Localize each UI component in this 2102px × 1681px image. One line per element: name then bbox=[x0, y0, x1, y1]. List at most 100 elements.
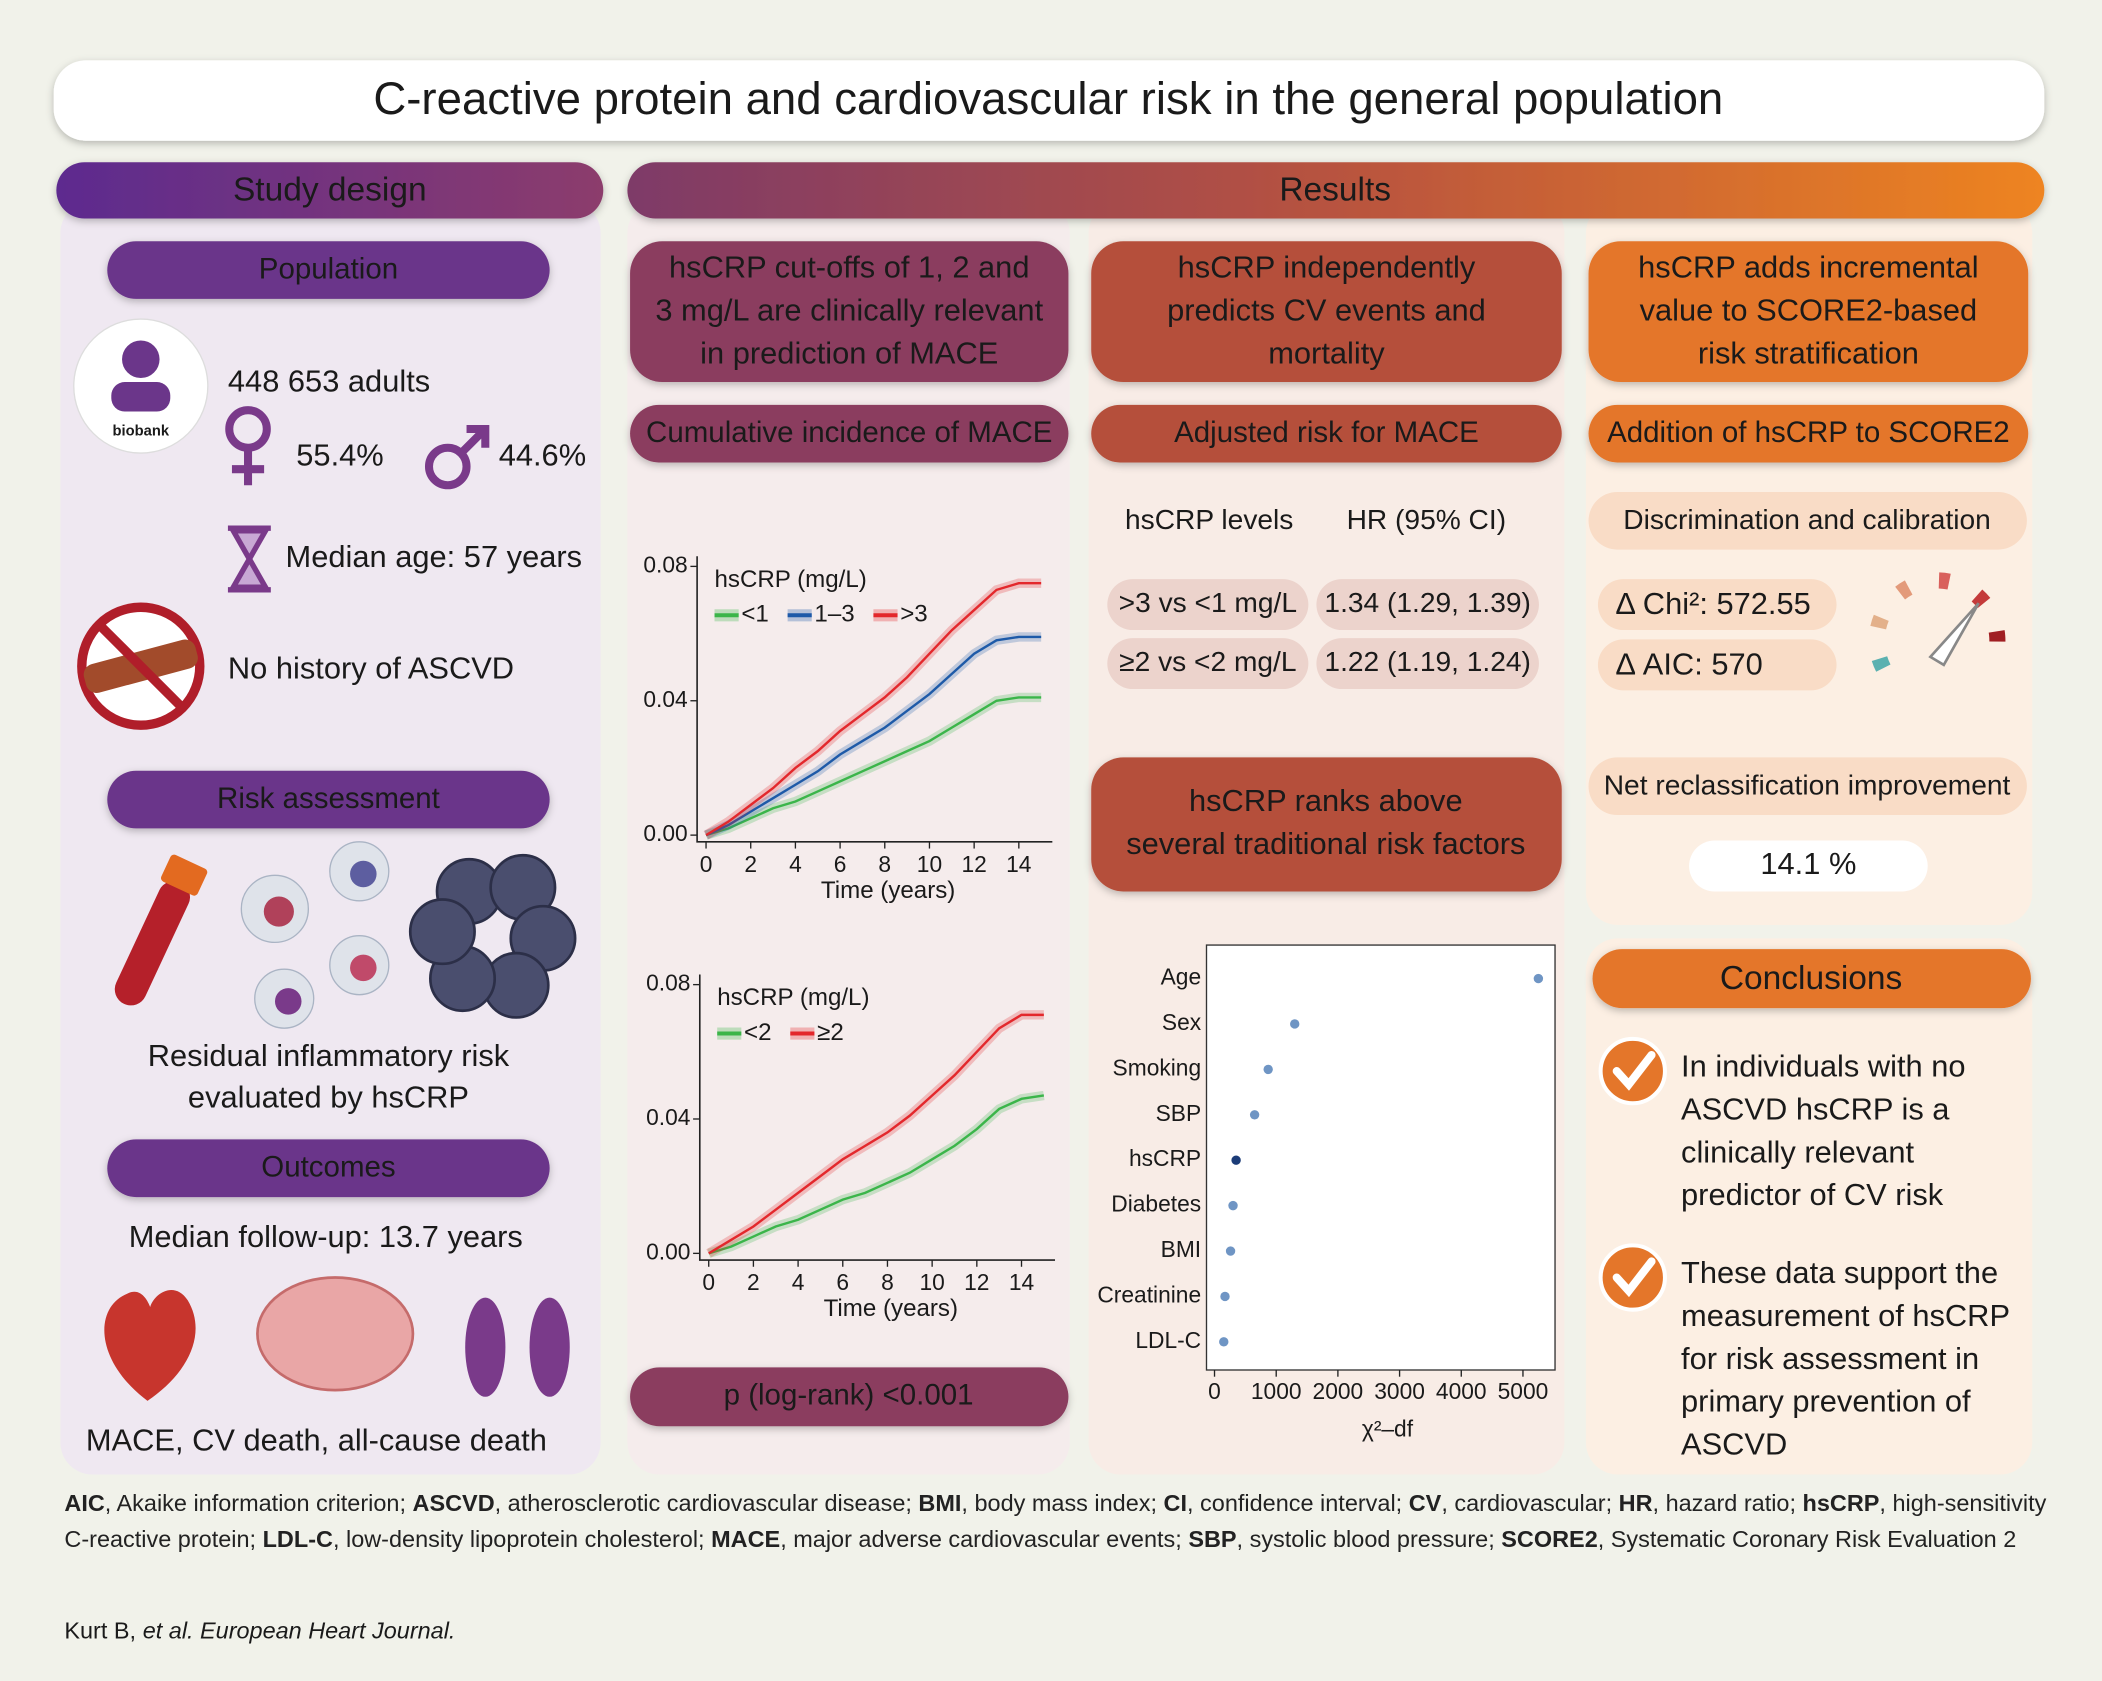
table-cell-text: 1.34 (1.29, 1.39) bbox=[1324, 587, 1531, 618]
brain-icon bbox=[256, 1276, 415, 1392]
conclusion-text: predictor of CV risk bbox=[1681, 1177, 1944, 1212]
gauge-segment bbox=[1971, 589, 1991, 609]
dot bbox=[1290, 1019, 1300, 1029]
ranks-text: several traditional risk factors bbox=[1126, 826, 1525, 861]
x-tick-label: 1000 bbox=[1251, 1378, 1302, 1404]
finding-text: hsCRP cut-offs of 1, 2 and bbox=[669, 250, 1029, 285]
section-title: Risk assessment bbox=[217, 782, 440, 815]
dot bbox=[1219, 1337, 1229, 1347]
footnote-abbr: SCORE2 bbox=[1501, 1525, 1598, 1553]
footnote-definition: , atherosclerotic cardiovascular disease… bbox=[494, 1489, 912, 1517]
footnote-definition: , hazard ratio; bbox=[1652, 1489, 1796, 1517]
footnote-box: AIC, Akaike information criterion; ASCVD… bbox=[64, 1485, 2048, 1557]
section-pill bbox=[107, 241, 550, 299]
table-header: HR (95% CI) bbox=[1347, 504, 1507, 535]
conclusion-text: for risk assessment in bbox=[1681, 1341, 1979, 1376]
finding-pill bbox=[1091, 241, 1562, 383]
x-tick-label: 14 bbox=[1006, 851, 1031, 877]
header-text: Results bbox=[1279, 172, 1391, 209]
table-cell bbox=[1107, 638, 1309, 690]
section-pill bbox=[107, 1139, 550, 1198]
dot bbox=[1249, 1110, 1260, 1120]
citation-source: et al. European Heart Journal. bbox=[143, 1618, 456, 1644]
y-tick-label: 0.04 bbox=[646, 1104, 690, 1130]
p-value-pill bbox=[630, 1367, 1069, 1427]
table-cell-text: 1.22 (1.19, 1.24) bbox=[1324, 646, 1531, 677]
foot-icon bbox=[465, 1297, 506, 1397]
female-share: 55.4% bbox=[296, 437, 383, 472]
citation-authors: Kurt B, bbox=[64, 1618, 136, 1644]
gauge-segment bbox=[1870, 614, 1889, 630]
subheader-text: Addition of hsCRP to SCORE2 bbox=[1607, 416, 2010, 449]
x-axis-label: Time (years) bbox=[824, 1295, 958, 1322]
ranks-pill bbox=[1091, 757, 1562, 892]
citation: Kurt B, et al. European Heart Journal. bbox=[64, 1618, 455, 1644]
subheader-text: Adjusted risk for MACE bbox=[1174, 416, 1479, 449]
finding-pill bbox=[630, 241, 1069, 383]
table-cell-text: ≥2 vs <2 mg/L bbox=[1119, 646, 1296, 677]
finding-text: in prediction of MACE bbox=[700, 335, 998, 370]
footnote-abbr: BMI bbox=[918, 1489, 962, 1517]
x-axis-label: χ²–df bbox=[1362, 1415, 1414, 1441]
blood-tube-icon bbox=[114, 854, 208, 1006]
footnote-abbr: MACE bbox=[711, 1525, 781, 1553]
series-line bbox=[705, 635, 1042, 837]
footnote-abbr: SBP bbox=[1188, 1525, 1237, 1553]
aic: Δ AIC: 570 bbox=[1615, 646, 1762, 681]
x-tick-label: 8 bbox=[878, 851, 891, 877]
y-tick-label: 0.00 bbox=[646, 1238, 690, 1264]
cell-nucleus bbox=[350, 860, 377, 888]
x-tick-label: 8 bbox=[881, 1269, 894, 1295]
legend-label: >3 bbox=[900, 601, 928, 628]
legend-title: hsCRP (mg/L) bbox=[715, 566, 867, 593]
heart-icon bbox=[104, 1290, 196, 1401]
footnote-definition: , major adverse cardiovascular events; bbox=[780, 1525, 1182, 1553]
dot bbox=[1225, 1246, 1236, 1256]
check-icon bbox=[1598, 1243, 1667, 1312]
p-value: p (log-rank) <0.001 bbox=[724, 1379, 974, 1412]
footnote-definition: , confidence interval; bbox=[1187, 1489, 1403, 1517]
dot bbox=[1220, 1291, 1230, 1302]
footnote-definition: , body mass index; bbox=[961, 1489, 1158, 1517]
table-cell bbox=[1316, 638, 1539, 690]
section-title: Outcomes bbox=[261, 1151, 395, 1184]
x-tick-label: 4 bbox=[792, 1269, 805, 1295]
finding-text: mortality bbox=[1268, 335, 1385, 370]
conclusion-text: These data support the bbox=[1681, 1255, 1998, 1290]
x-tick-label: 10 bbox=[917, 851, 942, 877]
logo-text: biobank bbox=[113, 424, 170, 440]
footnote-definition: , low-density lipoprotein cholesterol; bbox=[332, 1525, 705, 1553]
history: No history of ASCVD bbox=[228, 650, 514, 685]
conclusion-text: In individuals with no bbox=[1681, 1049, 1965, 1084]
check-mark bbox=[1612, 1257, 1656, 1298]
discrimination-text: Discrimination and calibration bbox=[1623, 504, 1991, 535]
series-line bbox=[708, 1013, 1044, 1255]
category-label: Age bbox=[1161, 964, 1202, 990]
footnote-abbr: HR bbox=[1618, 1489, 1653, 1517]
x-tick-label: 4 bbox=[789, 851, 802, 877]
legend-label: <2 bbox=[744, 1019, 772, 1046]
finding-text: 3 mg/L are clinically relevant bbox=[655, 292, 1043, 327]
x-tick-label: 3000 bbox=[1374, 1378, 1425, 1404]
conclusion-text: clinically relevant bbox=[1681, 1134, 1914, 1169]
subheader-pill bbox=[630, 404, 1069, 463]
x-axis-label: Time (years) bbox=[821, 877, 955, 904]
footnote-abbr: hsCRP bbox=[1802, 1489, 1880, 1517]
footnote-definition: , cardiovascular; bbox=[1441, 1489, 1613, 1517]
x-tick-label: 12 bbox=[961, 851, 986, 877]
header-study bbox=[56, 162, 604, 219]
footnote-abbr: CV bbox=[1408, 1489, 1442, 1517]
metric-pill bbox=[1597, 579, 1837, 631]
x-tick-label: 12 bbox=[964, 1269, 989, 1295]
gauge-needle bbox=[1928, 602, 1980, 667]
x-tick-label: 2 bbox=[744, 851, 757, 877]
x-tick-label: 2000 bbox=[1313, 1378, 1364, 1404]
conclusion-text: ASCVD bbox=[1681, 1427, 1787, 1462]
no-entry-bar bbox=[97, 622, 185, 710]
table-cell bbox=[1107, 579, 1309, 631]
footnote: AIC, Akaike information criterion; ASCVD… bbox=[64, 1485, 2048, 1557]
finding-pill bbox=[1588, 241, 2029, 383]
y-tick-label: 0.08 bbox=[646, 970, 690, 996]
nri-value: 14.1 % bbox=[1760, 846, 1856, 881]
